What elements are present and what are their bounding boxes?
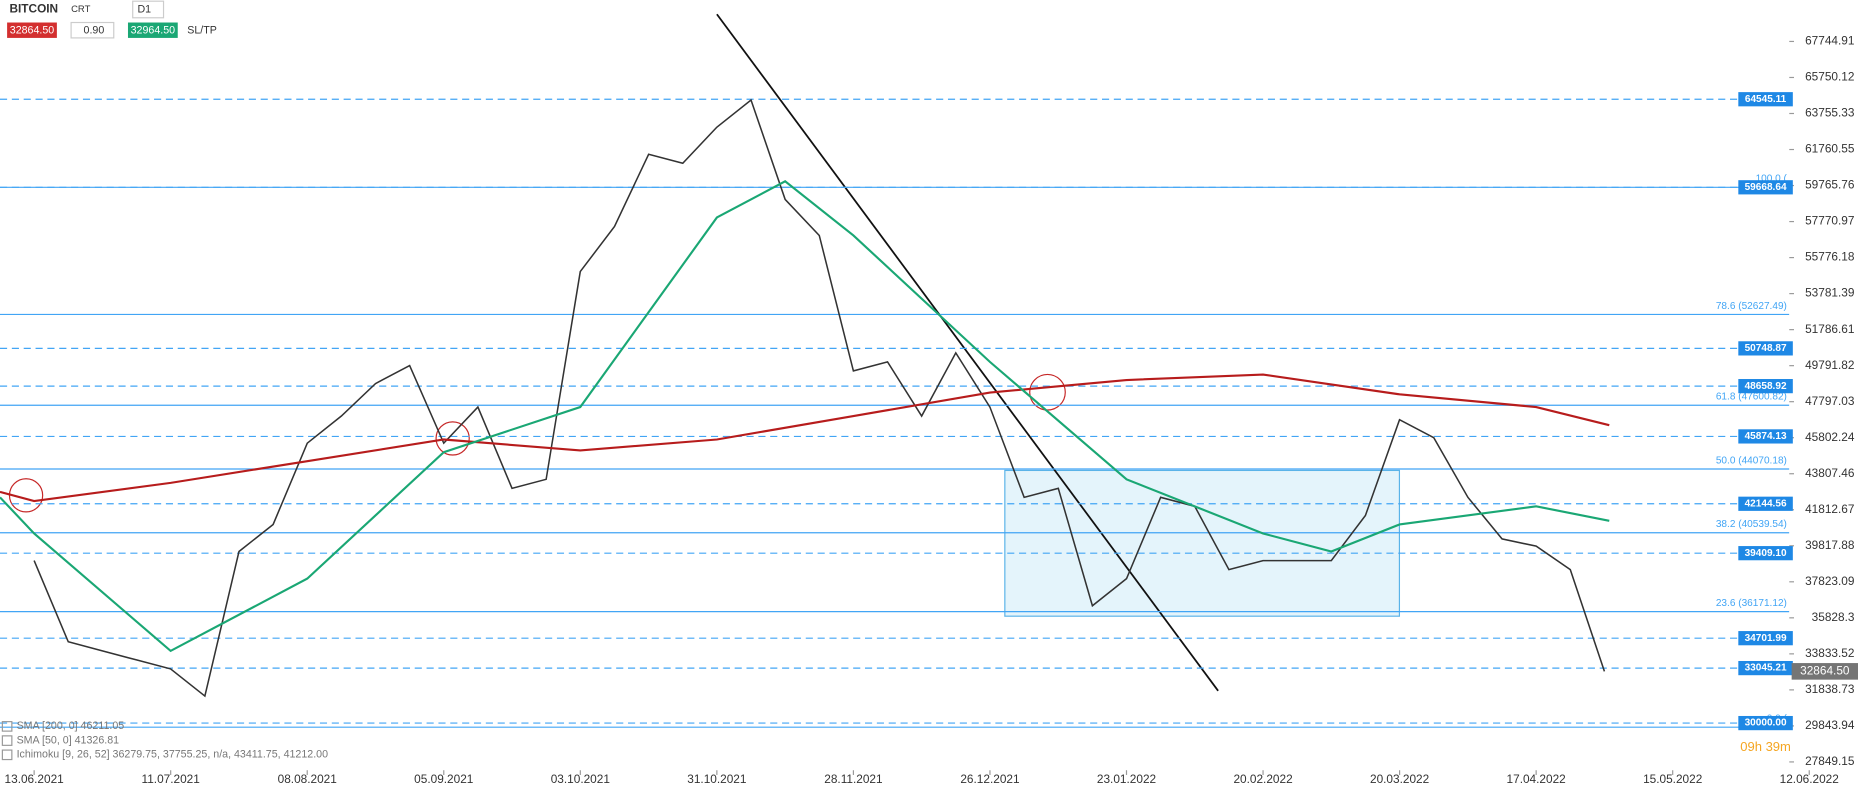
fib-label: 38.2 (40539.54) xyxy=(1716,519,1787,530)
x-tick-label: 08.08.2021 xyxy=(278,772,337,786)
series-line xyxy=(33,98,1606,698)
y-tick-label: 49791.82 xyxy=(1805,358,1854,372)
level-tag xyxy=(1738,546,1793,561)
x-tick-label: 26.12.2021 xyxy=(960,772,1019,786)
last-price-tag xyxy=(1791,663,1858,680)
level-tag xyxy=(1738,715,1793,731)
y-tick-label: 39817.88 xyxy=(1805,538,1855,552)
fib-label: 61.8 (47600.82) xyxy=(1716,392,1787,403)
level-tag xyxy=(1738,379,1793,394)
last-price: 32864.50 xyxy=(1800,663,1850,677)
timer: 09h 39m xyxy=(1740,739,1791,754)
fib-label: 50.0 (44070.18) xyxy=(1716,455,1787,466)
level-label: 33045.21 xyxy=(1745,663,1787,674)
fib-label: 100.0 ( xyxy=(1756,174,1788,185)
y-tick-label: 55776.18 xyxy=(1805,250,1855,264)
level-tag xyxy=(1738,660,1793,676)
sltp[interactable]: SL/TP xyxy=(187,25,217,37)
level-tag xyxy=(1738,92,1793,107)
series-line xyxy=(0,373,1610,503)
fib-label: 78.6 (52627.49) xyxy=(1716,301,1787,312)
y-tick-label: 63755.33 xyxy=(1805,106,1855,120)
level-tag xyxy=(1738,180,1793,195)
level-label: 42144.56 xyxy=(1745,498,1787,509)
x-tick-label: 11.07.2021 xyxy=(142,772,200,786)
x-tick-label: 12.06.2022 xyxy=(1780,772,1839,786)
y-tick-label: 35828.3 xyxy=(1812,610,1855,624)
level-tag xyxy=(1738,429,1793,444)
y-tick-label: 67744.91 xyxy=(1805,34,1854,48)
volume[interactable]: 0.90 xyxy=(84,25,105,37)
x-tick-label: 15.05.2022 xyxy=(1643,772,1702,786)
interval[interactable]: D1 xyxy=(137,3,151,15)
legend-icon xyxy=(1,735,13,746)
level-label: 64545.11 xyxy=(1745,94,1787,105)
y-tick-label: 27849.15 xyxy=(1805,754,1855,768)
y-tick-label: 45802.24 xyxy=(1805,430,1855,444)
y-tick-label: 31838.73 xyxy=(1805,682,1855,696)
level-tag xyxy=(1738,631,1793,646)
x-tick-label: 05.09.2021 xyxy=(414,772,473,786)
volume-box[interactable] xyxy=(70,21,115,39)
y-tick-label: 29843.94 xyxy=(1805,718,1855,732)
y-tick-label: 61760.55 xyxy=(1805,142,1855,156)
x-tick-label: 13.06.2021 xyxy=(5,772,64,786)
x-tick-label: 17.04.2022 xyxy=(1507,772,1566,786)
marker-circle xyxy=(435,421,470,456)
y-tick-label: 59765.76 xyxy=(1805,178,1855,192)
price-axis xyxy=(1789,0,1858,788)
level-label: 50748.87 xyxy=(1745,343,1787,354)
y-tick-label: 47797.03 xyxy=(1805,394,1855,408)
y-tick-label: 51786.61 xyxy=(1805,322,1854,336)
y-tick-label: 33833.52 xyxy=(1805,646,1854,660)
plot: 100.0 ( 78.6 (52627.49) 61.8 (47600.82) 50.… xyxy=(0,98,1790,728)
y-tick-label: 53781.39 xyxy=(1805,286,1855,300)
sell-button[interactable] xyxy=(7,22,57,38)
level-tag xyxy=(1738,496,1793,511)
legend-icon xyxy=(1,721,13,732)
range-box xyxy=(1004,469,1401,617)
sell-price[interactable]: 32864.50 xyxy=(10,25,55,37)
y-tick-label: 41812.67 xyxy=(1805,502,1854,516)
kind[interactable]: CRT xyxy=(71,4,91,15)
fib-label: 23.6 (36171.12) xyxy=(1716,598,1787,609)
level-label: 39409.10 xyxy=(1745,548,1787,559)
x-tick-label: 23.01.2022 xyxy=(1097,772,1156,786)
series-line xyxy=(0,180,1610,653)
level-tag xyxy=(1738,341,1793,356)
y-tick-label: 37823.09 xyxy=(1805,574,1855,588)
legend-icon xyxy=(1,749,13,761)
buy-button[interactable] xyxy=(127,22,178,38)
x-tick-label: 20.03.2022 xyxy=(1370,772,1429,786)
y-tick-label: 57770.97 xyxy=(1805,214,1854,228)
legend: SMA [200, 0] 46211.05 SMA [50, 0] 41326.8… xyxy=(1,720,329,761)
buy-price[interactable]: 32964.50 xyxy=(131,25,176,37)
x-tick-label: 03.10.2021 xyxy=(551,772,610,786)
y-tick-label: 65750.12 xyxy=(1805,70,1854,84)
y-tick-label: 43807.46 xyxy=(1805,466,1855,480)
x-tick-label: 31.10.2021 xyxy=(687,772,746,786)
toolbar: BITCOIN CRT D1 32864.50 0.90 32964.50 SL… xyxy=(7,0,217,39)
level-label: 59668.64 xyxy=(1745,182,1787,193)
x-tick-label: 28.11.2021 xyxy=(824,772,882,786)
level-label: 48658.92 xyxy=(1745,381,1787,392)
axis-labels: 67744.91 65750.12 63755.33 61760.55 59765.76… xyxy=(5,34,1858,786)
legend-entry: Ichimoku [9, 26, 52] 36279.75, 37755.25,… xyxy=(17,749,329,761)
trend-line xyxy=(716,13,1219,692)
legend-entry: SMA [200, 0] 46211.05 xyxy=(17,720,125,732)
x-tick-label: 20.02.2022 xyxy=(1233,772,1292,786)
level-label: 34701.99 xyxy=(1745,633,1787,644)
level-label: 45874.13 xyxy=(1745,431,1787,442)
legend-entry: SMA [50, 0] 41326.81 xyxy=(17,734,120,746)
symbol: BITCOIN xyxy=(9,2,58,16)
level-label: 30000.00 xyxy=(1745,718,1787,729)
interval-box[interactable] xyxy=(132,0,165,19)
